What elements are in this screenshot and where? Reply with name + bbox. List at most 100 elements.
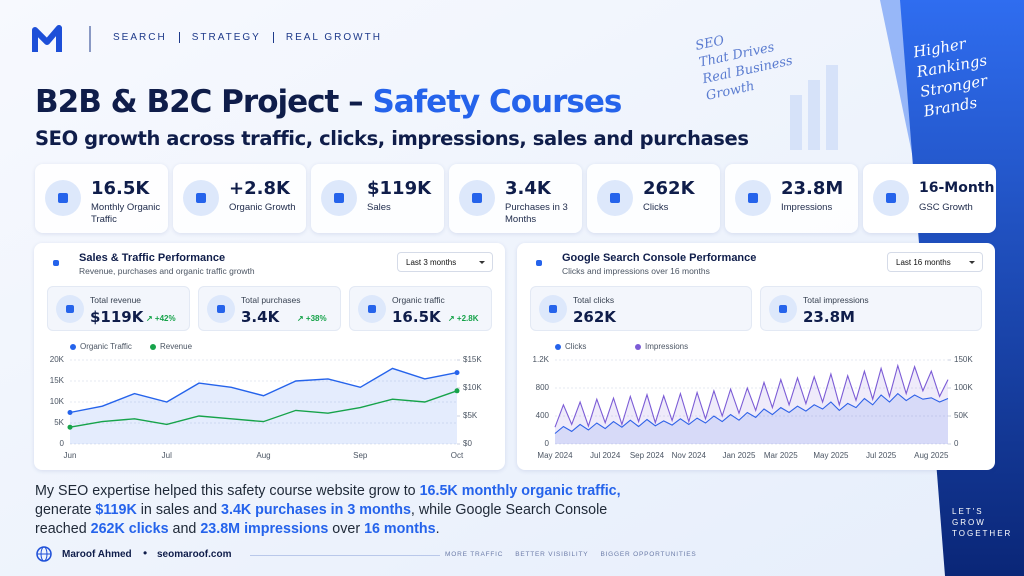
x-tick-label: Sep 2024 <box>630 451 665 460</box>
summary-part: My SEO expertise helped this safety cour… <box>35 483 420 499</box>
stat-icon <box>735 180 771 216</box>
summary-part: 16.5K monthly organic traffic, <box>419 483 621 499</box>
y2-tick-label: $10K <box>463 383 482 392</box>
range-dropdown[interactable]: Last 16 months <box>887 252 983 272</box>
metric-card: Total purchases 3.4K ↗ +38% <box>198 286 341 331</box>
metric-icon <box>539 295 567 323</box>
metric-label: Organic traffic <box>392 295 445 305</box>
summary-part: . <box>435 521 440 537</box>
nav-item: REAL GROWTH <box>272 32 394 43</box>
legend-swatch <box>150 344 156 350</box>
stat-label: Monthly Organic Traffic <box>91 202 161 225</box>
panel: Sales & Traffic Performance Revenue, purc… <box>34 243 505 470</box>
x-tick-label: Jul 2025 <box>866 451 897 460</box>
summary-part: $119K <box>95 502 137 518</box>
stat-label: Impressions <box>781 202 833 213</box>
stat-icon <box>45 180 81 216</box>
stat-card: 23.8M Impressions <box>725 164 858 233</box>
summary-part: and <box>168 521 201 537</box>
stat-card: 262K Clicks <box>587 164 720 233</box>
area <box>555 393 948 444</box>
panel-icon <box>529 253 549 273</box>
x-tick-label: Mar 2025 <box>764 451 798 460</box>
line <box>554 363 949 428</box>
summary-part: 3.4K purchases in 3 months <box>221 502 411 518</box>
metric-card: Total clicks 262K <box>530 286 752 331</box>
x-tick-label: Jul <box>162 451 172 460</box>
metric-icon <box>769 295 797 323</box>
x-tick-label: Jul 2024 <box>590 451 621 460</box>
y2-tick-label: $15K <box>463 355 482 364</box>
area <box>70 368 457 444</box>
x-tick-label: Nov 2024 <box>672 451 707 460</box>
legend-label: Revenue <box>160 342 193 351</box>
panel: Google Search Console Performance Clicks … <box>517 243 995 470</box>
summary-part: in sales and <box>136 502 222 518</box>
y-tick-label: 15K <box>50 376 65 385</box>
dot: • <box>143 546 148 560</box>
stat-icon <box>597 180 633 216</box>
x-tick-label: Aug <box>256 451 270 460</box>
panel-title: Sales & Traffic Performance <box>79 252 226 264</box>
stat-icon <box>321 180 357 216</box>
title-accent: Safety Courses <box>372 84 622 120</box>
metric-icon <box>56 295 84 323</box>
x-tick-label: Aug 2025 <box>914 451 949 460</box>
stat-value: $119K <box>367 178 432 199</box>
x-tick-label: Sep <box>353 451 368 460</box>
tag: MORE TRAFFIC <box>445 551 504 558</box>
area <box>555 365 948 444</box>
stat-card: +2.8K Organic Growth <box>173 164 306 233</box>
legend-swatch <box>555 344 561 350</box>
globe-icon <box>36 546 52 562</box>
y-tick-label: 800 <box>536 383 550 392</box>
point <box>67 410 73 415</box>
stat-icon <box>873 180 909 216</box>
range-dropdown[interactable]: Last 3 months <box>397 252 493 272</box>
chart: 0 400 800 1.2K 0 50K 100K 150K May 2024 Jul 2024 S… <box>533 342 974 460</box>
stat-label: Purchases in 3 Months <box>505 202 568 225</box>
summary-part: 16 months <box>364 521 436 537</box>
site: seomaroof.com <box>157 549 232 560</box>
author: Maroof Ahmed <box>62 549 132 560</box>
metric-card: Total revenue $119K ↗ +42% <box>47 286 190 331</box>
chart: 0 5K 10K 15K 20K $0 $5K $10K $15K Jun Jul Aug Sep Oct… <box>50 342 483 460</box>
cta-line: GROW <box>952 518 986 527</box>
nav-item: STRATEGY <box>178 32 273 43</box>
stat-card: $119K Sales <box>311 164 444 233</box>
y-tick-label: 0 <box>545 439 550 448</box>
metric-value: 16.5K <box>392 308 441 326</box>
tag: BETTER VISIBILITY <box>515 551 589 558</box>
x-tick-label: Jun <box>64 451 77 460</box>
nav-item: SEARCH <box>113 32 167 43</box>
metric-change: ↗ +38% <box>297 314 327 323</box>
y-tick-label: 400 <box>536 411 550 420</box>
summary-part: generate <box>35 502 96 518</box>
y2-tick-label: 150K <box>954 355 973 364</box>
y-tick-label: 5K <box>54 418 64 427</box>
stat-card: 16-Month GSC Growth <box>863 164 996 233</box>
stat-icon <box>183 180 219 216</box>
line <box>69 367 458 414</box>
cta: LET'S GROW TOGETHER <box>952 506 1012 539</box>
stat-card: 3.4K Purchases in 3 Months <box>449 164 582 233</box>
summary-part: 23.8M impressions <box>200 521 329 537</box>
stat-value: 23.8M <box>781 178 844 199</box>
legend-swatch <box>70 344 76 350</box>
point <box>454 388 460 394</box>
y2-tick-label: $5K <box>463 411 478 420</box>
stat-icon <box>459 180 495 216</box>
stat-label: Sales <box>367 202 391 213</box>
legend-label: Impressions <box>645 342 688 351</box>
y-tick-label: 10K <box>50 397 65 406</box>
y-tick-label: 20K <box>50 355 65 364</box>
stat-label: Clicks <box>643 202 669 213</box>
stat-value: 3.4K <box>505 178 551 199</box>
x-tick-label: May 2024 <box>537 451 573 460</box>
metric-card: Organic traffic 16.5K ↗ +2.8K <box>349 286 492 331</box>
handwritten-note: Higher Rankings Stronger Brands <box>912 30 996 121</box>
tag: BIGGER OPPORTUNITIES <box>600 551 697 558</box>
legend-label: Organic Traffic <box>80 342 132 351</box>
panel-subtitle: Clicks and impressions over 16 months <box>562 266 710 276</box>
